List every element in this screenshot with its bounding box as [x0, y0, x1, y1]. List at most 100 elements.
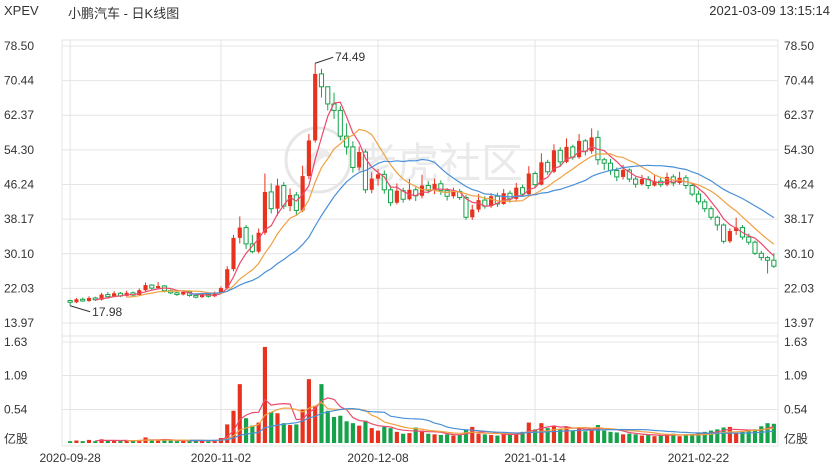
- candle-body: [99, 294, 104, 300]
- volume-bar: [287, 425, 293, 443]
- volume-bar: [168, 440, 173, 443]
- volume-bar: [482, 434, 487, 443]
- annotations: 74.49 17.98: [69, 50, 366, 319]
- volume-bar: [501, 433, 506, 443]
- volume-pane-frame: [61, 335, 779, 447]
- volume-bar: [715, 429, 720, 443]
- ma20-line: [189, 158, 775, 295]
- high-label: 74.49: [335, 50, 365, 64]
- date-tick: 2021-02-22: [668, 451, 730, 465]
- candle-body: [388, 189, 394, 204]
- candle-body: [501, 193, 506, 204]
- candle-body: [231, 237, 236, 270]
- volume-bar: [294, 424, 299, 443]
- candle-body: [765, 257, 771, 261]
- price-tick-right: 62.37: [784, 108, 814, 122]
- candle-body: [225, 269, 230, 289]
- candle-body: [174, 292, 180, 296]
- volume-bar: [225, 424, 230, 443]
- volume-bar: [639, 435, 644, 443]
- candle-body: [721, 224, 727, 242]
- candle-body: [489, 196, 494, 207]
- candle-body: [193, 294, 199, 298]
- candle-body: [519, 187, 526, 195]
- ticker-symbol: XPEV: [4, 3, 39, 18]
- volume-bar: [231, 410, 236, 443]
- low-label: 17.98: [92, 305, 122, 319]
- candle-body: [156, 285, 161, 289]
- candle-body: [357, 152, 362, 168]
- candle-body: [381, 173, 387, 191]
- volume-bar: [401, 433, 406, 443]
- candle-body: [601, 159, 607, 164]
- volume-bar: [375, 430, 381, 443]
- candle-body: [318, 73, 325, 88]
- volume-bar: [457, 434, 462, 443]
- volume-bar: [633, 434, 638, 443]
- volume-bar: [658, 435, 663, 443]
- volume-bar: [181, 440, 186, 443]
- price-tick-right: 70.44: [784, 74, 814, 88]
- watermark-logo-icon: [284, 126, 352, 194]
- volume-bar: [620, 434, 626, 443]
- price-tick-left: 13.97: [4, 316, 34, 330]
- ma5-line: [95, 101, 775, 301]
- candle-body: [149, 284, 155, 289]
- volume-bar: [237, 384, 242, 443]
- volume-bar: [545, 428, 550, 443]
- candle-body: [262, 191, 267, 233]
- candle-body: [181, 291, 186, 295]
- volume-bar: [463, 429, 469, 443]
- date-tick: 2020-09-28: [39, 451, 101, 465]
- candle-body: [589, 137, 594, 152]
- candle-body: [306, 140, 311, 177]
- volume-bar: [275, 413, 280, 443]
- volume-bar: [664, 434, 670, 443]
- candle-body: [702, 201, 708, 210]
- volume-bar: [602, 430, 607, 443]
- volume-bar: [388, 428, 393, 443]
- candle-body: [218, 288, 224, 294]
- volume-bar: [426, 433, 431, 443]
- volume-bar: [382, 426, 387, 443]
- price-tick-left: 70.44: [4, 74, 34, 88]
- volume-bar: [727, 426, 732, 443]
- volume-bar: [187, 441, 192, 443]
- candle-body: [237, 227, 242, 238]
- volume-bar: [558, 429, 563, 443]
- candle-body: [639, 179, 644, 185]
- volume-bar: [677, 436, 682, 443]
- date-tick: 2020-11-02: [191, 451, 252, 465]
- candle-body: [337, 109, 343, 137]
- volume-bar: [734, 433, 739, 443]
- volume-bar: [438, 434, 443, 443]
- candle-body: [105, 294, 111, 298]
- volume-bar: [193, 440, 198, 443]
- volume-bar: [112, 440, 117, 443]
- volume-bar: [413, 427, 418, 443]
- volume-bar: [539, 423, 544, 443]
- price-tick-right: 78.50: [784, 39, 814, 53]
- volume-ma10-line: [126, 401, 774, 442]
- volume-moving-averages: [95, 397, 775, 442]
- volume-bar: [570, 430, 575, 443]
- high-pointer: [315, 56, 334, 64]
- candle-body: [695, 193, 702, 203]
- candle-body: [564, 146, 569, 162]
- volume-bar: [325, 410, 330, 443]
- volume-bar: [80, 441, 85, 443]
- candle-body: [746, 236, 752, 243]
- candle-body: [451, 191, 456, 197]
- price-tick-left: 78.50: [4, 39, 34, 53]
- watermark-logo-mark: [302, 148, 334, 175]
- grid-lines: [61, 39, 779, 447]
- candle-body: [143, 285, 148, 291]
- volume-tick-left: 0.54: [4, 403, 28, 417]
- candle-body: [551, 150, 557, 172]
- volume-bar: [445, 434, 450, 443]
- candle-body: [375, 174, 381, 179]
- volume-bar: [608, 431, 613, 443]
- candle-body: [463, 197, 469, 218]
